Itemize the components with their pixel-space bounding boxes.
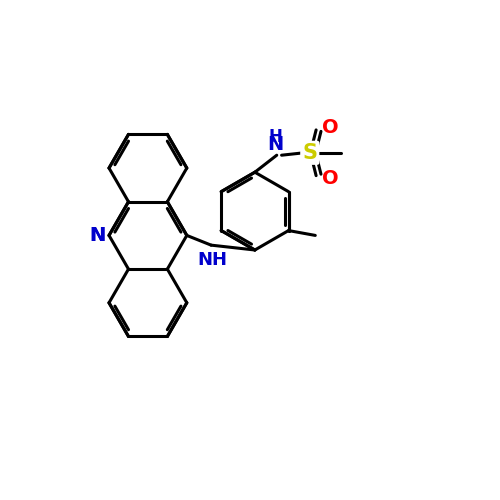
Text: O: O — [322, 118, 339, 137]
Text: O: O — [322, 168, 339, 188]
Text: N: N — [89, 226, 105, 245]
Text: N: N — [89, 226, 105, 245]
Text: H: H — [269, 128, 282, 146]
Text: S: S — [302, 143, 318, 163]
Text: N: N — [268, 134, 284, 154]
Text: NH: NH — [197, 251, 227, 269]
